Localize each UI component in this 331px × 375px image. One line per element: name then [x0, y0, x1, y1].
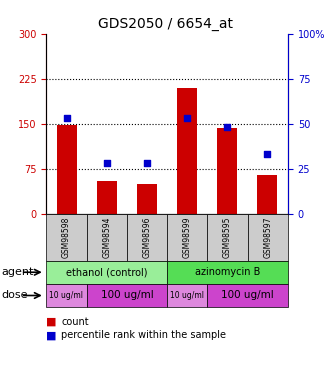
Text: 10 ug/ml: 10 ug/ml	[170, 291, 204, 300]
Text: GSM98598: GSM98598	[62, 216, 71, 258]
Point	[224, 124, 230, 130]
Point	[184, 116, 190, 122]
Text: GSM98596: GSM98596	[143, 216, 152, 258]
Text: GSM98595: GSM98595	[223, 216, 232, 258]
Text: ■: ■	[46, 330, 57, 340]
Point	[65, 116, 70, 122]
Text: percentile rank within the sample: percentile rank within the sample	[61, 330, 226, 340]
Text: agent: agent	[2, 267, 34, 277]
Point	[105, 160, 110, 166]
Bar	[137, 184, 157, 214]
Text: GSM98594: GSM98594	[102, 216, 111, 258]
Text: count: count	[61, 317, 89, 327]
Text: 10 ug/ml: 10 ug/ml	[49, 291, 83, 300]
Bar	[97, 181, 117, 214]
Text: GSM98599: GSM98599	[183, 216, 192, 258]
Bar	[177, 88, 197, 214]
Text: dose: dose	[2, 291, 28, 300]
Bar	[217, 128, 237, 214]
Point	[145, 160, 150, 166]
Point	[264, 152, 270, 157]
Text: azinomycin B: azinomycin B	[195, 267, 260, 277]
Text: 100 ug/ml: 100 ug/ml	[101, 291, 153, 300]
Text: 100 ug/ml: 100 ug/ml	[221, 291, 274, 300]
Text: ■: ■	[46, 317, 57, 327]
Bar	[57, 125, 77, 214]
Text: GSM98597: GSM98597	[263, 216, 272, 258]
Bar	[257, 175, 277, 214]
Text: GDS2050 / 6654_at: GDS2050 / 6654_at	[98, 17, 233, 31]
Text: ethanol (control): ethanol (control)	[66, 267, 148, 277]
